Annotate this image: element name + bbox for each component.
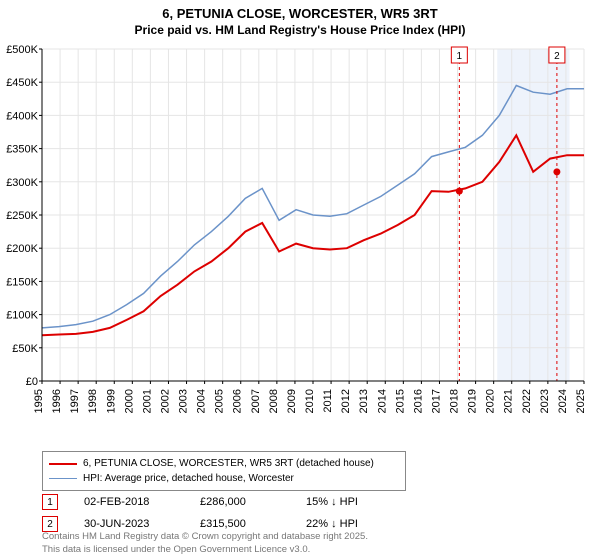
sale-delta-1: 15% ↓ HPI xyxy=(306,496,358,508)
svg-text:2001: 2001 xyxy=(141,389,153,413)
sale-date-1: 02-FEB-2018 xyxy=(84,496,174,508)
svg-text:2000: 2000 xyxy=(123,389,135,413)
legend-row-1: 6, PETUNIA CLOSE, WORCESTER, WR5 3RT (de… xyxy=(49,456,399,471)
sale-row-1: 1 02-FEB-2018 £286,000 15% ↓ HPI xyxy=(42,494,358,510)
svg-text:2010: 2010 xyxy=(304,389,316,413)
svg-text:2019: 2019 xyxy=(467,389,479,413)
svg-text:2020: 2020 xyxy=(485,389,497,413)
sale-delta-2: 22% ↓ HPI xyxy=(306,518,358,530)
sale-date-2: 30-JUN-2023 xyxy=(84,518,174,530)
svg-text:£250K: £250K xyxy=(6,210,38,222)
chart-container: 6, PETUNIA CLOSE, WORCESTER, WR5 3RT Pri… xyxy=(0,0,600,560)
legend-swatch-1 xyxy=(49,463,77,465)
svg-text:2004: 2004 xyxy=(196,389,208,413)
chart-title: 6, PETUNIA CLOSE, WORCESTER, WR5 3RT xyxy=(0,0,600,23)
line-chart: 12£0£50K£100K£150K£200K£250K£300K£350K£4… xyxy=(42,45,590,415)
svg-text:2018: 2018 xyxy=(449,389,461,413)
svg-text:1999: 1999 xyxy=(105,389,117,413)
svg-text:2005: 2005 xyxy=(214,389,226,413)
svg-text:£400K: £400K xyxy=(6,110,38,122)
sale-price-1: £286,000 xyxy=(200,496,280,508)
svg-text:£0: £0 xyxy=(26,376,38,388)
sale-price-2: £315,500 xyxy=(200,518,280,530)
svg-text:2025: 2025 xyxy=(575,389,587,413)
svg-text:2009: 2009 xyxy=(286,389,298,413)
svg-text:2023: 2023 xyxy=(539,389,551,413)
legend-label-1: 6, PETUNIA CLOSE, WORCESTER, WR5 3RT (de… xyxy=(83,456,374,471)
svg-text:2015: 2015 xyxy=(394,389,406,413)
svg-text:£100K: £100K xyxy=(6,310,38,322)
svg-text:2024: 2024 xyxy=(557,389,569,413)
svg-text:£500K: £500K xyxy=(6,44,38,56)
svg-text:1995: 1995 xyxy=(33,389,45,413)
svg-text:2021: 2021 xyxy=(503,389,515,413)
svg-text:2006: 2006 xyxy=(232,389,244,413)
legend-swatch-2 xyxy=(49,478,77,480)
legend-row-2: HPI: Average price, detached house, Worc… xyxy=(49,471,399,486)
svg-text:2016: 2016 xyxy=(412,389,424,413)
marker-box-2: 2 xyxy=(42,516,58,532)
chart-subtitle: Price paid vs. HM Land Registry's House … xyxy=(0,23,600,39)
svg-text:£450K: £450K xyxy=(6,77,38,89)
svg-text:1: 1 xyxy=(457,51,463,62)
marker-box-1: 1 xyxy=(42,494,58,510)
copyright-line-1: Contains HM Land Registry data © Crown c… xyxy=(42,531,368,542)
legend-label-2: HPI: Average price, detached house, Worc… xyxy=(83,471,294,486)
svg-text:£150K: £150K xyxy=(6,276,38,288)
svg-text:2017: 2017 xyxy=(430,389,442,413)
svg-text:£50K: £50K xyxy=(12,343,38,355)
svg-text:1998: 1998 xyxy=(87,389,99,413)
svg-text:2: 2 xyxy=(554,51,560,62)
legend: 6, PETUNIA CLOSE, WORCESTER, WR5 3RT (de… xyxy=(42,451,406,491)
copyright: Contains HM Land Registry data © Crown c… xyxy=(42,531,368,556)
svg-text:£300K: £300K xyxy=(6,177,38,189)
svg-text:2012: 2012 xyxy=(340,389,352,413)
svg-text:2013: 2013 xyxy=(358,389,370,413)
copyright-line-2: This data is licensed under the Open Gov… xyxy=(42,544,310,555)
svg-text:£350K: £350K xyxy=(6,144,38,156)
svg-text:2008: 2008 xyxy=(268,389,280,413)
svg-text:1997: 1997 xyxy=(69,389,81,413)
svg-text:2022: 2022 xyxy=(521,389,533,413)
svg-text:2003: 2003 xyxy=(178,389,190,413)
svg-text:£200K: £200K xyxy=(6,243,38,255)
svg-text:1996: 1996 xyxy=(51,389,63,413)
svg-text:2007: 2007 xyxy=(250,389,262,413)
sale-row-2: 2 30-JUN-2023 £315,500 22% ↓ HPI xyxy=(42,516,358,532)
svg-text:2002: 2002 xyxy=(159,389,171,413)
svg-text:2014: 2014 xyxy=(376,389,388,413)
svg-text:2011: 2011 xyxy=(322,389,334,413)
